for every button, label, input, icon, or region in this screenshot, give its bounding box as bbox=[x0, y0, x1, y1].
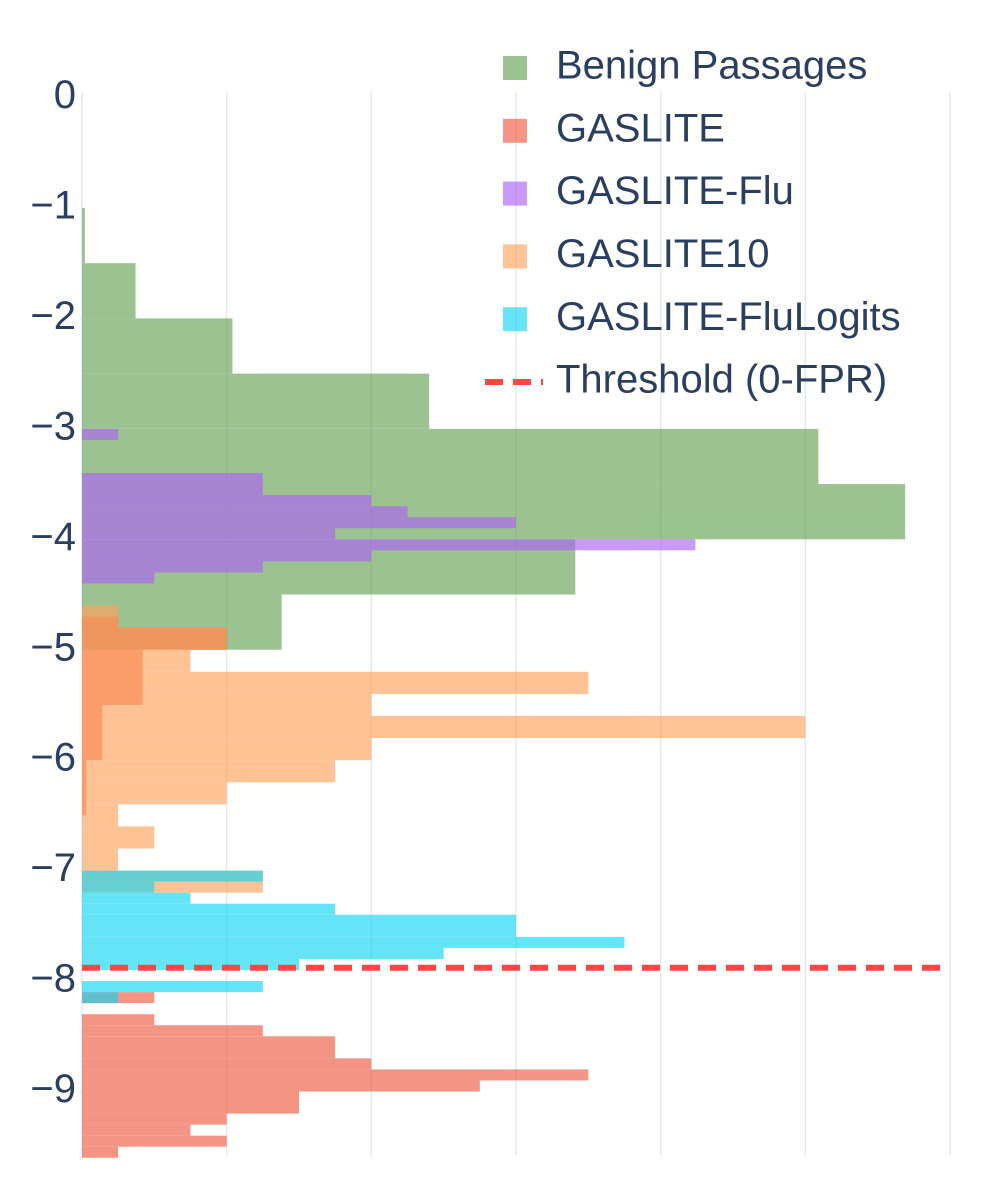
bar bbox=[82, 903, 336, 915]
y-tick-label: −9 bbox=[30, 1067, 76, 1111]
bar bbox=[82, 550, 372, 562]
bar bbox=[82, 1025, 263, 1037]
bar bbox=[82, 981, 263, 993]
y-tick-label: −5 bbox=[30, 625, 76, 669]
legend-swatch bbox=[503, 56, 527, 80]
bar bbox=[82, 1124, 191, 1136]
y-tick-label: −1 bbox=[30, 184, 76, 228]
bar bbox=[82, 1113, 227, 1125]
legend-swatch bbox=[503, 307, 527, 332]
bar bbox=[82, 495, 372, 507]
bar bbox=[82, 892, 191, 904]
bar bbox=[82, 992, 119, 1004]
bar bbox=[82, 947, 444, 959]
y-tick-label: −2 bbox=[30, 294, 76, 338]
bar bbox=[82, 693, 372, 716]
y-tick-label: −3 bbox=[30, 404, 76, 448]
bar bbox=[82, 1058, 372, 1070]
bar bbox=[82, 649, 191, 672]
legend-swatch bbox=[503, 118, 527, 143]
bar bbox=[82, 1146, 119, 1158]
legend-label: GASLITE bbox=[556, 106, 725, 150]
legend-swatch bbox=[503, 244, 527, 269]
bar bbox=[82, 373, 430, 429]
bar bbox=[82, 914, 516, 937]
bar bbox=[82, 760, 336, 783]
y-tick-label: −4 bbox=[30, 515, 76, 559]
legend-swatch bbox=[503, 181, 527, 206]
bar bbox=[82, 870, 263, 882]
bar bbox=[82, 627, 227, 650]
bar bbox=[82, 1135, 227, 1147]
series bbox=[82, 870, 625, 1004]
bar bbox=[82, 605, 119, 628]
bar bbox=[82, 848, 119, 871]
bar bbox=[82, 263, 136, 319]
bar bbox=[82, 484, 263, 496]
bar bbox=[82, 517, 516, 529]
bar bbox=[82, 1091, 299, 1114]
bar bbox=[82, 473, 263, 485]
legend-label: GASLITE-FluLogits bbox=[556, 295, 901, 339]
bar bbox=[82, 958, 299, 971]
bar bbox=[82, 671, 589, 694]
series bbox=[82, 605, 806, 893]
y-tick-label: −6 bbox=[30, 736, 76, 780]
y-tick-label: 0 bbox=[54, 73, 76, 117]
bar bbox=[82, 826, 155, 849]
bar bbox=[82, 715, 806, 739]
bar bbox=[82, 561, 263, 573]
bar bbox=[82, 207, 85, 264]
y-tick-label: −8 bbox=[30, 957, 76, 1001]
bar bbox=[82, 936, 625, 948]
bar bbox=[82, 738, 372, 761]
bar bbox=[82, 804, 119, 827]
legend-label: GASLITE-Flu bbox=[556, 169, 794, 213]
y-tick-label: −7 bbox=[30, 846, 76, 890]
bar bbox=[82, 528, 336, 540]
bar bbox=[82, 572, 155, 584]
bar bbox=[82, 1036, 336, 1059]
series bbox=[82, 207, 906, 650]
bar bbox=[82, 539, 696, 551]
legend-label: Threshold (0-FPR) bbox=[556, 358, 887, 402]
bar bbox=[82, 506, 408, 518]
bar bbox=[82, 881, 155, 893]
bar bbox=[82, 1080, 480, 1092]
bar bbox=[82, 318, 233, 374]
bar bbox=[82, 1014, 155, 1026]
bar bbox=[82, 428, 119, 440]
legend-label: GASLITE10 bbox=[556, 232, 769, 276]
bar bbox=[82, 782, 227, 805]
legend-label: Benign Passages bbox=[556, 44, 867, 88]
series bbox=[82, 428, 696, 584]
bar bbox=[82, 1069, 589, 1081]
